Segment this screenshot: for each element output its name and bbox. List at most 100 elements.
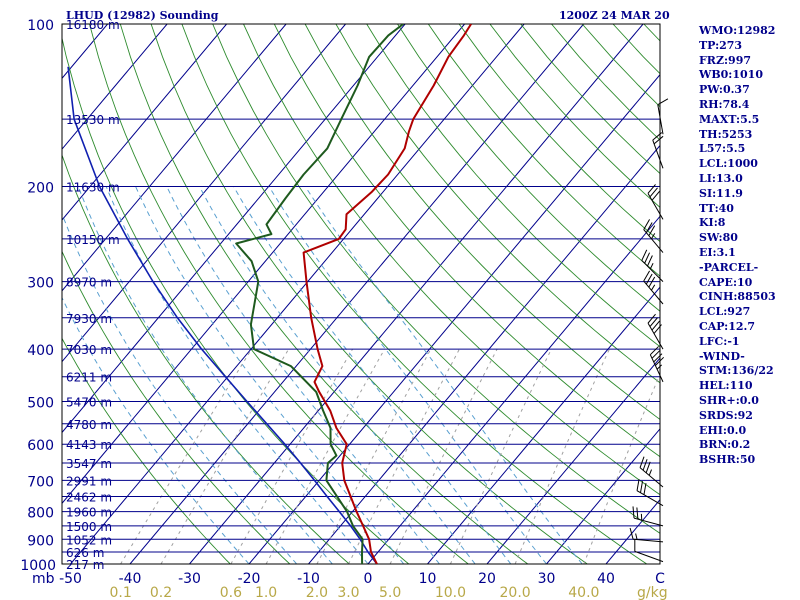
height-label: 6211 m	[66, 371, 112, 385]
stability-index: HEL:110	[699, 379, 753, 393]
wind-barb-flag	[629, 527, 634, 540]
stability-index: PW:0.37	[699, 83, 750, 97]
mixing-ratio-line	[160, 348, 290, 564]
height-label: 7930 m	[66, 312, 112, 326]
wind-barb	[657, 98, 669, 135]
pressure-tick-label: 800	[27, 506, 54, 522]
stability-index: LI:13.0	[699, 172, 743, 185]
wind-barb-staff	[633, 538, 664, 543]
temperature-tick-label: 10	[419, 571, 437, 587]
wind-barb-staff	[657, 104, 664, 135]
mixing-ratio-line	[120, 348, 253, 564]
wind-barb	[643, 219, 664, 253]
stability-index: SRDS:92	[699, 408, 753, 422]
isotherm-line	[62, 24, 465, 505]
wind-barb-flag	[639, 456, 645, 468]
height-label: 3547 m	[66, 457, 112, 471]
temperature-tick-label: -30	[178, 571, 201, 587]
wind-barb	[639, 456, 664, 488]
height-label: 11630 m	[66, 181, 120, 195]
wind-barb-flag	[639, 481, 644, 493]
dewpoint-trace	[235, 24, 404, 564]
wind-barb-flag	[653, 353, 663, 363]
isotherm-line	[546, 428, 660, 564]
wind-barb-flag	[651, 349, 661, 359]
stability-index: BSHR:50	[699, 453, 756, 467]
mixing-ratio-tick-label: 20.0	[500, 585, 531, 600]
moist-adiabat-line	[135, 186, 405, 564]
height-label: 4143 m	[66, 438, 112, 452]
pressure-tick-label: 400	[27, 343, 54, 359]
mixing-ratio-tick-label: 40.0	[568, 585, 599, 600]
moist-adiabat-line	[233, 186, 512, 564]
mixing-ratio-unit-label: g/kg	[637, 585, 668, 600]
wind-barb	[641, 249, 664, 282]
isotherm-line	[70, 24, 525, 564]
wind-barb-flag	[641, 249, 648, 261]
wind-barb-staff	[639, 467, 664, 488]
dry-adiabat-line	[243, 24, 660, 496]
pressure-tick-label: 500	[27, 395, 54, 411]
wind-barb-flag	[646, 255, 653, 267]
wind-barb-flag	[655, 356, 665, 366]
stability-index: CAP:12.7	[699, 320, 756, 333]
stability-index: WB0:1010	[699, 68, 763, 82]
isotherm-line	[367, 215, 660, 564]
temperature-trace	[302, 24, 472, 564]
mixing-ratio-line	[389, 348, 498, 564]
mixing-ratio-tick-label: 1.0	[255, 585, 277, 600]
stability-index: RH:78.4	[699, 98, 750, 111]
temperature-tick-label: 0	[364, 571, 373, 587]
wind-barb-half-flag	[648, 469, 653, 476]
isotherm-line	[62, 24, 227, 221]
wind-barb-flag	[643, 270, 651, 282]
stability-index: TP:273	[699, 38, 743, 52]
stability-index: TT:40	[699, 201, 734, 215]
wind-barb-half-flag	[649, 263, 654, 270]
stability-index: SHR+:0.0	[699, 394, 759, 407]
wind-barb-half-flag	[651, 233, 656, 240]
wind-barb-flag	[651, 190, 660, 201]
pressure-tick-label: 600	[27, 438, 54, 454]
plot-frame	[61, 23, 661, 565]
isotherm-line	[308, 144, 660, 564]
temperature-tick-label: 30	[538, 571, 556, 587]
wind-barb	[649, 346, 665, 383]
stability-index: CAPE:10	[699, 275, 753, 289]
wind-barb-staff	[643, 280, 664, 305]
height-label: 5470 m	[66, 395, 112, 409]
wind-barb-staff	[647, 322, 664, 350]
background-grid	[62, 24, 660, 564]
temperature-tick-label: 40	[597, 571, 615, 587]
height-label: 4780 m	[66, 418, 112, 432]
stability-index: EI:3.1	[699, 246, 736, 259]
wind-barb-flag	[645, 461, 651, 473]
isotherm-line	[129, 24, 584, 564]
wind-barbs	[629, 98, 669, 563]
height-label: 2462 m	[66, 491, 112, 505]
wind-barb-flag	[648, 276, 656, 288]
wind-barb-staff	[649, 354, 664, 383]
isotherm-line	[189, 24, 644, 564]
wind-barb	[647, 184, 664, 220]
wind-barb-flag	[647, 313, 656, 324]
wind-barb-flag	[645, 222, 653, 233]
isotherm-line	[486, 357, 660, 564]
height-label: 1960 m	[66, 506, 112, 520]
isotherm-line	[62, 24, 168, 150]
stability-index: SW:80	[699, 231, 738, 245]
wind-barb-flag	[645, 273, 653, 285]
moist-adiabat-line	[166, 186, 440, 564]
pressure-tick-label: 700	[27, 474, 54, 490]
sounding-traces	[67, 24, 472, 564]
height-label: 2991 m	[66, 474, 112, 488]
parcel-trace	[67, 66, 378, 564]
wind-barb-half-flag	[651, 284, 656, 291]
stability-index: -WIND-	[699, 349, 745, 363]
wind-barb-staff	[652, 139, 664, 169]
dry-adiabat-line	[181, 24, 648, 564]
mixing-ratio-tick-label: 0.2	[150, 585, 172, 600]
wind-barb-staff	[641, 260, 664, 282]
wind-barb-flag	[651, 320, 660, 331]
